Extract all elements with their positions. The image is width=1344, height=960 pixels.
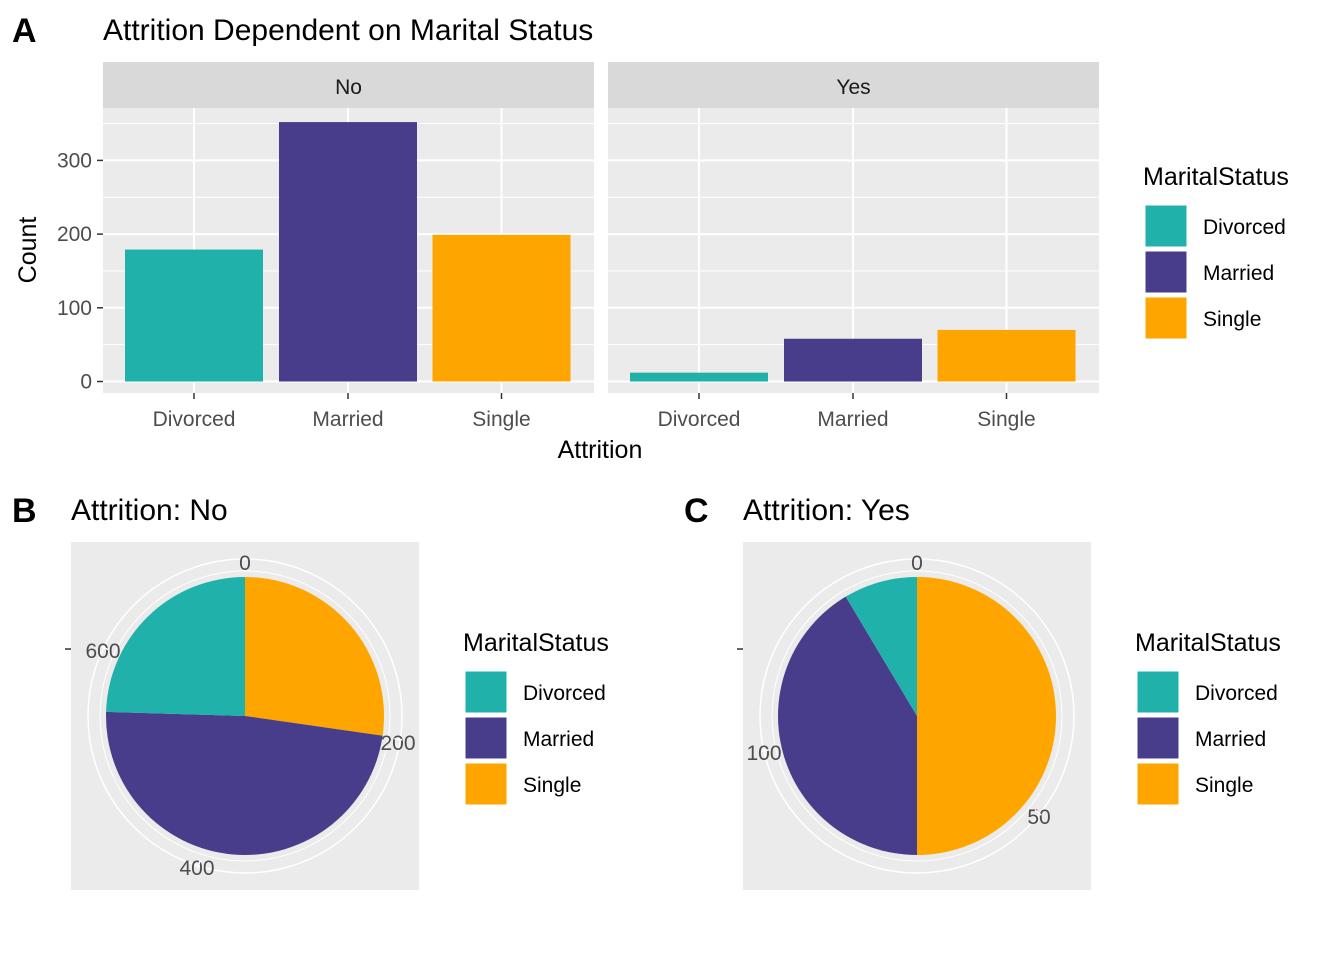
legend-b-title: MaritalStatus [463,629,609,657]
slice-single [245,577,384,736]
legend-a: MaritalStatus Divorced Married Single [1143,163,1289,340]
angular-tick-label: 0 [239,552,251,575]
angular-tick-label: 600 [85,640,120,663]
slice-married [777,596,917,856]
x-tick-label: Single [472,408,530,431]
facet-no-strip [103,62,594,108]
angular-tick-label: 400 [179,857,214,880]
polar-grid-minor [99,570,391,862]
legend-key-single [1136,762,1180,806]
polar-grid-outer [87,558,403,874]
slice-single [917,577,1056,855]
x-tick-label: Divorced [658,408,741,431]
panel-b-title: Attrition: No [71,494,228,527]
legend-key-married [1144,250,1188,294]
bar-no-divorced [125,249,263,382]
x-axis: Divorced Married Single Divorced Married Sing… [153,393,1036,431]
legend-key-single [464,762,508,806]
slice-divorced [106,577,245,716]
legend-label-married: Married [1195,728,1266,751]
angular-tick [101,645,110,651]
legend-label-single: Single [523,774,581,797]
bar-yes-married [784,338,922,382]
panel-a-tag: A [12,12,37,50]
y-tick-label: 200 [57,223,92,246]
legend-key-divorced [464,670,508,714]
pie-no: 0 200 400 600 [65,552,416,880]
panel-c-tag: C [684,492,709,530]
angular-tick-label: 0 [911,552,923,575]
facet-no-bars [125,122,571,382]
slice-married [106,711,383,855]
angular-tick [394,737,403,741]
angular-tick [197,859,201,869]
panel-b-tag: B [12,492,37,530]
slice-divorced [845,577,917,716]
facet-yes-label: Yes [836,76,870,99]
legend-b: MaritalStatus Divorced Married Single [463,629,609,806]
angular-tick-label: 200 [380,732,415,755]
legend-key-married [1136,716,1180,760]
angular-tick [761,748,770,753]
legend-label-married: Married [523,728,594,751]
bar-no-single [432,234,571,382]
facet-yes-grid [608,108,1099,393]
legend-label-divorced: Divorced [1195,682,1278,705]
facet-yes-bars [630,329,1076,382]
bar-yes-divorced [630,372,768,382]
facet-yes-strip [608,62,1099,108]
bar-no-married [279,122,417,382]
legend-label-divorced: Divorced [1203,216,1286,239]
x-tick-label: Married [312,408,383,431]
polar-grid-minor [771,570,1063,862]
legend-label-single: Single [1195,774,1253,797]
x-axis-title: Attrition [558,436,643,464]
legend-label-married: Married [1203,262,1274,285]
y-tick-label: 100 [57,297,92,320]
pie-yes: 0 50 100 [737,552,1075,874]
x-tick-label: Married [817,408,888,431]
legend-label-single: Single [1203,308,1261,331]
legend-c: MaritalStatus Divorced Married Single [1135,629,1281,806]
legend-key-divorced [1136,670,1180,714]
x-tick-label: Single [977,408,1035,431]
panel-a-title: Attrition Dependent on Marital Status [103,14,593,47]
y-axis: 0 100 200 300 [57,149,103,394]
legend-key-divorced [1144,204,1188,248]
legend-a-title: MaritalStatus [1143,163,1289,191]
polar-grid-outer [759,558,1075,874]
angular-tick-label: 50 [1027,806,1050,829]
facet-no-label: No [335,76,362,99]
y-tick-label: 0 [80,371,92,394]
panel-c-title: Attrition: Yes [743,494,910,527]
y-tick-label: 300 [57,149,92,172]
legend-label-divorced: Divorced [523,682,606,705]
angular-tick [1034,809,1042,816]
bar-yes-single [937,329,1076,382]
y-axis-title: Count [14,217,42,284]
legend-key-married [464,716,508,760]
legend-key-single [1144,296,1188,340]
legend-c-title: MaritalStatus [1135,629,1281,657]
x-tick-label: Divorced [153,408,236,431]
angular-tick-label: 100 [746,742,781,765]
